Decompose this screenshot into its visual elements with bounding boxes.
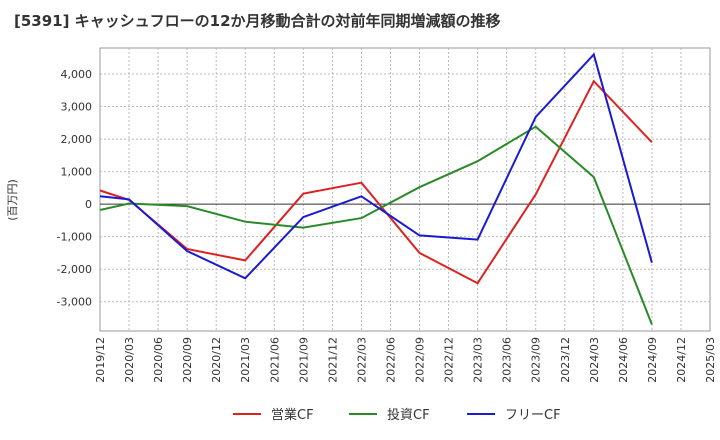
x-tick-label: 2020/09 — [181, 337, 194, 383]
x-tick-label: 2023/03 — [472, 337, 485, 383]
x-tick-label: 2021/03 — [239, 337, 252, 383]
x-tick-label: 2022/03 — [355, 337, 368, 383]
legend-label-free-cf: フリーCF — [505, 408, 561, 423]
x-tick-label: 2020/06 — [152, 337, 165, 383]
y-tick-label: -2,000 — [57, 263, 92, 276]
y-tick-label: -1,000 — [57, 231, 92, 244]
y-tick-label: 4,000 — [61, 68, 93, 81]
legend-label-operating-cf: 営業CF — [271, 407, 314, 423]
x-tick-label: 2021/09 — [297, 337, 310, 383]
y-tick-label: -3,000 — [57, 296, 92, 309]
y-tick-label: 0 — [85, 198, 92, 211]
legend-label-investing-cf: 投資CF — [387, 407, 430, 423]
x-tick-label: 2024/06 — [617, 337, 630, 383]
series-line-investing-cf — [99, 125, 653, 325]
x-tick-label: 2022/09 — [414, 337, 427, 383]
x-tick-label: 2020/03 — [123, 337, 136, 383]
chart-title: [5391] キャッシュフローの12か月移動合計の対前年同期増減額の推移 — [14, 12, 501, 30]
x-tick-label: 2021/06 — [268, 337, 281, 383]
plot-area-border — [99, 47, 711, 332]
x-tick-label: 2019/12 — [94, 337, 107, 383]
y-tick-label: 1,000 — [61, 166, 93, 179]
x-tick-label: 2025/03 — [704, 337, 717, 383]
x-tick-label: 2023/12 — [559, 337, 572, 383]
y-tick-label: 3,000 — [61, 101, 93, 114]
x-tick-label: 2021/12 — [326, 337, 339, 383]
x-tick-label: 2022/06 — [384, 337, 397, 383]
x-tick-label: 2023/06 — [501, 337, 514, 383]
x-tick-label: 2024/12 — [675, 337, 688, 383]
x-tick-label: 2023/09 — [530, 337, 543, 383]
y-tick-label: 2,000 — [61, 133, 93, 146]
x-tick-label: 2024/03 — [588, 337, 601, 383]
x-tick-label: 2024/09 — [646, 337, 659, 383]
series-line-operating-cf — [99, 79, 653, 285]
x-tick-label: 2022/12 — [443, 337, 456, 383]
x-tick-label: 2020/12 — [210, 337, 223, 383]
y-axis-label: (百万円) — [6, 179, 19, 221]
